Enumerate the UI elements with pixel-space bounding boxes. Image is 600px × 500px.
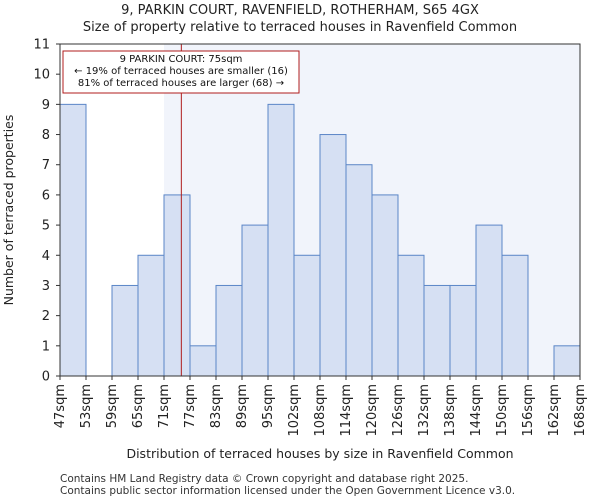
footer-line-1: Contains HM Land Registry data © Crown c… bbox=[60, 473, 469, 485]
x-tick-label: 71sqm bbox=[157, 384, 172, 428]
bar-83sqm bbox=[215, 284, 243, 377]
annotation-line-3: 81% of terraced houses are larger (68) → bbox=[78, 78, 284, 89]
x-tick-label: 102sqm bbox=[287, 384, 302, 437]
x-tick-label: 132sqm bbox=[417, 384, 432, 437]
bar-114sqm bbox=[345, 164, 373, 377]
y-tick-label: 7 bbox=[42, 158, 50, 173]
annotation-box bbox=[62, 50, 300, 94]
x-tick-label: 65sqm bbox=[131, 384, 146, 428]
x-tick-label: 156sqm bbox=[521, 384, 536, 437]
x-tick-label: 47sqm bbox=[53, 384, 68, 428]
bar-47sqm bbox=[59, 103, 87, 377]
bar-77sqm bbox=[189, 345, 217, 377]
chart-title: 9, PARKIN COURT, RAVENFIELD, ROTHERHAM, … bbox=[121, 3, 479, 18]
x-axis-label: Distribution of terraced houses by size … bbox=[126, 446, 513, 461]
y-tick-label: 9 bbox=[42, 98, 50, 113]
x-tick-label: 108sqm bbox=[313, 384, 328, 437]
x-tick-label: 168sqm bbox=[573, 384, 588, 437]
bar-132sqm bbox=[423, 284, 451, 377]
x-tick-label: 138sqm bbox=[443, 384, 458, 437]
y-tick-label: 11 bbox=[33, 38, 50, 53]
annotation-line-2: ← 19% of terraced houses are smaller (16… bbox=[74, 66, 288, 77]
bar-65sqm bbox=[137, 254, 165, 377]
y-tick-label: 10 bbox=[33, 68, 50, 83]
y-axis-label: Number of terraced properties bbox=[1, 115, 16, 306]
bar-126sqm bbox=[397, 254, 425, 377]
y-tick-label: 3 bbox=[42, 279, 50, 294]
x-tick-label: 126sqm bbox=[391, 384, 406, 437]
y-tick-label: 6 bbox=[42, 188, 50, 203]
y-tick-label: 0 bbox=[42, 370, 50, 385]
bar-71sqm bbox=[163, 194, 191, 377]
bar-120sqm bbox=[371, 194, 399, 377]
bar-162sqm bbox=[553, 345, 581, 377]
x-tick-label: 53sqm bbox=[79, 384, 94, 428]
bar-138sqm bbox=[449, 284, 477, 377]
y-tick-label: 4 bbox=[42, 249, 50, 264]
y-tick-label: 5 bbox=[42, 219, 50, 234]
x-tick-label: 150sqm bbox=[495, 384, 510, 437]
x-tick-label: 144sqm bbox=[469, 384, 484, 437]
bar-95sqm bbox=[267, 103, 295, 377]
bar-150sqm bbox=[501, 254, 529, 377]
bar-59sqm bbox=[111, 284, 139, 377]
annotation-line-1: 9 PARKIN COURT: 75sqm bbox=[120, 54, 243, 65]
x-tick-label: 95sqm bbox=[261, 384, 276, 428]
x-tick-label: 83sqm bbox=[209, 384, 224, 428]
x-tick-label: 77sqm bbox=[183, 384, 198, 428]
x-tick-label: 120sqm bbox=[365, 384, 380, 437]
bar-102sqm bbox=[293, 254, 321, 377]
x-tick-label: 59sqm bbox=[105, 384, 120, 428]
bar-108sqm bbox=[319, 134, 347, 377]
bar-89sqm bbox=[241, 224, 269, 377]
y-tick-label: 8 bbox=[42, 128, 50, 143]
bar-144sqm bbox=[475, 224, 503, 377]
y-tick-label: 1 bbox=[42, 339, 50, 354]
y-tick-label: 2 bbox=[42, 309, 50, 324]
x-tick-label: 162sqm bbox=[547, 384, 562, 437]
footer-line-2: Contains public sector information licen… bbox=[60, 485, 516, 497]
marker-annotation: 9 PARKIN COURT: 75sqm← 19% of terraced h… bbox=[62, 50, 300, 94]
x-tick-label: 89sqm bbox=[235, 384, 250, 428]
x-tick-label: 114sqm bbox=[339, 384, 354, 437]
chart-subtitle: Size of property relative to terraced ho… bbox=[82, 20, 518, 35]
